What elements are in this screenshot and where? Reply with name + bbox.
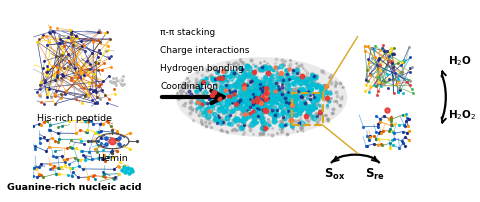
Text: Guanine-rich nucleic acid: Guanine-rich nucleic acid: [7, 183, 141, 192]
Bar: [292, 93, 323, 125]
Text: Coordination: Coordination: [160, 82, 218, 92]
Text: π-π stacking: π-π stacking: [160, 28, 216, 37]
Text: Hemin: Hemin: [97, 154, 128, 163]
Text: $\mathbf{S_{ox}}$: $\mathbf{S_{ox}}$: [324, 167, 345, 182]
Text: H$_2$O: H$_2$O: [448, 54, 472, 68]
Text: Hydrogen bonding: Hydrogen bonding: [160, 64, 244, 73]
Text: $\mathbf{S_{re}}$: $\mathbf{S_{re}}$: [365, 167, 385, 182]
Text: His-rich peptide: His-rich peptide: [36, 114, 111, 123]
Circle shape: [177, 58, 347, 136]
Text: H$_2$O$_2$: H$_2$O$_2$: [448, 108, 476, 122]
Text: Charge interactions: Charge interactions: [160, 46, 250, 55]
